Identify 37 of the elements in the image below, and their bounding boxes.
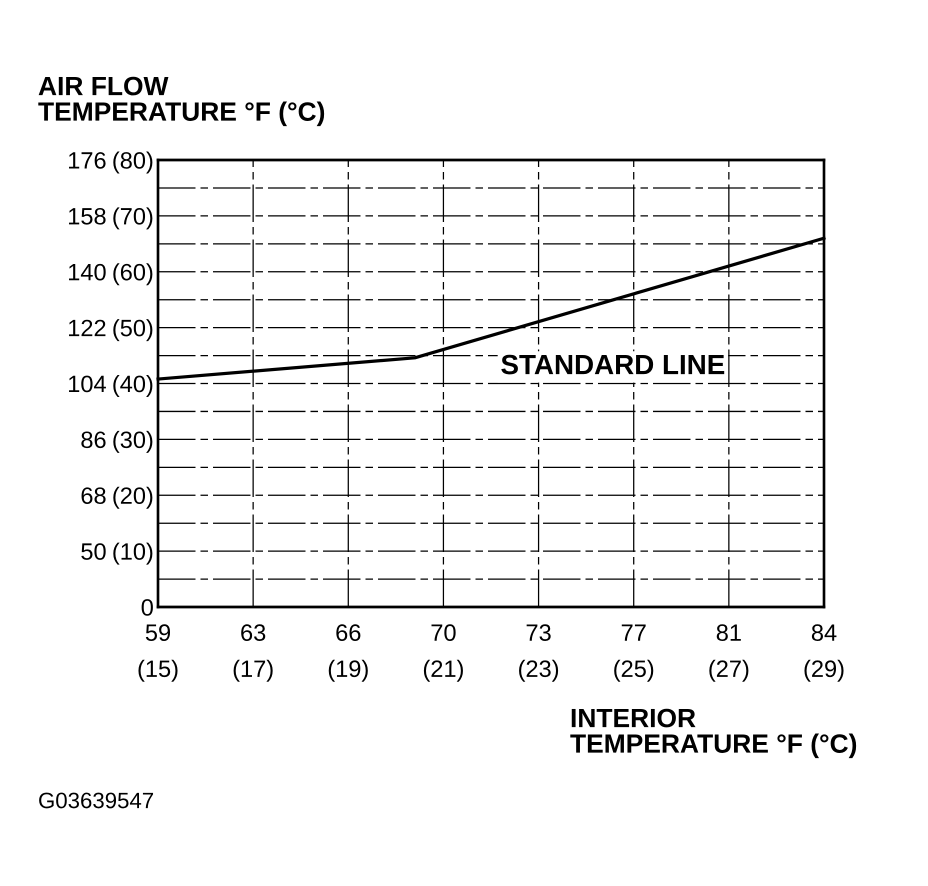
x2-tick-label: 84 (812, 624, 836, 642)
x-tick-label: (29) (804, 660, 844, 682)
x-axis-title: INTERIOR TEMPERATURE °F (°C) (570, 708, 856, 758)
x-tick-label: (27) (709, 660, 748, 682)
x2-tick-label: 77 (622, 624, 646, 641)
y-tick-label: (40) (113, 374, 152, 397)
text: G03639547 (39, 792, 154, 808)
x-tick-label: (19) (328, 660, 368, 682)
y-axis-title: AIR FLOW TEMPERATURE °F (°C) (38, 76, 324, 126)
y2-tick-label: 50 (81, 543, 106, 560)
x2-tick-label: 59 (146, 624, 170, 642)
y-tick-label: (30) (113, 430, 152, 453)
x2-tick-label: 70 (432, 624, 456, 642)
series-label: STANDARD LINE (501, 354, 724, 374)
y2-tick-label: 86 (81, 431, 106, 448)
y-tick-label: (70) (113, 207, 152, 230)
y2-tick-label: 176 (69, 152, 106, 169)
x2-tick-label: 66 (336, 624, 360, 642)
x-tick-label: (21) (424, 660, 463, 682)
y-tick-label: (60) (113, 263, 152, 286)
y-tick-label: (20) (113, 486, 152, 509)
y-tick-label: (80) (113, 151, 152, 174)
y2-tick-label: 68 (82, 487, 106, 504)
y-tick-label: (50) (113, 319, 152, 342)
y2-tick-label: 104 (69, 376, 106, 392)
y2-tick-label: 122 (69, 320, 106, 336)
x2-tick-label: 63 (241, 624, 266, 642)
x-tick-label: (23) (519, 660, 558, 682)
y-tick-label: (10) (113, 542, 152, 565)
x-tick-label: (17) (234, 660, 273, 682)
y2-tick-label: 140 (69, 264, 106, 281)
y-tick-label: 0 (142, 599, 153, 616)
x2-tick-label: 73 (526, 624, 551, 642)
x-tick-label: (25) (614, 660, 654, 682)
x-tick-label: (15) (138, 660, 178, 682)
y2-tick-label: 158 (69, 208, 106, 225)
x2-tick-label: 81 (716, 624, 741, 642)
